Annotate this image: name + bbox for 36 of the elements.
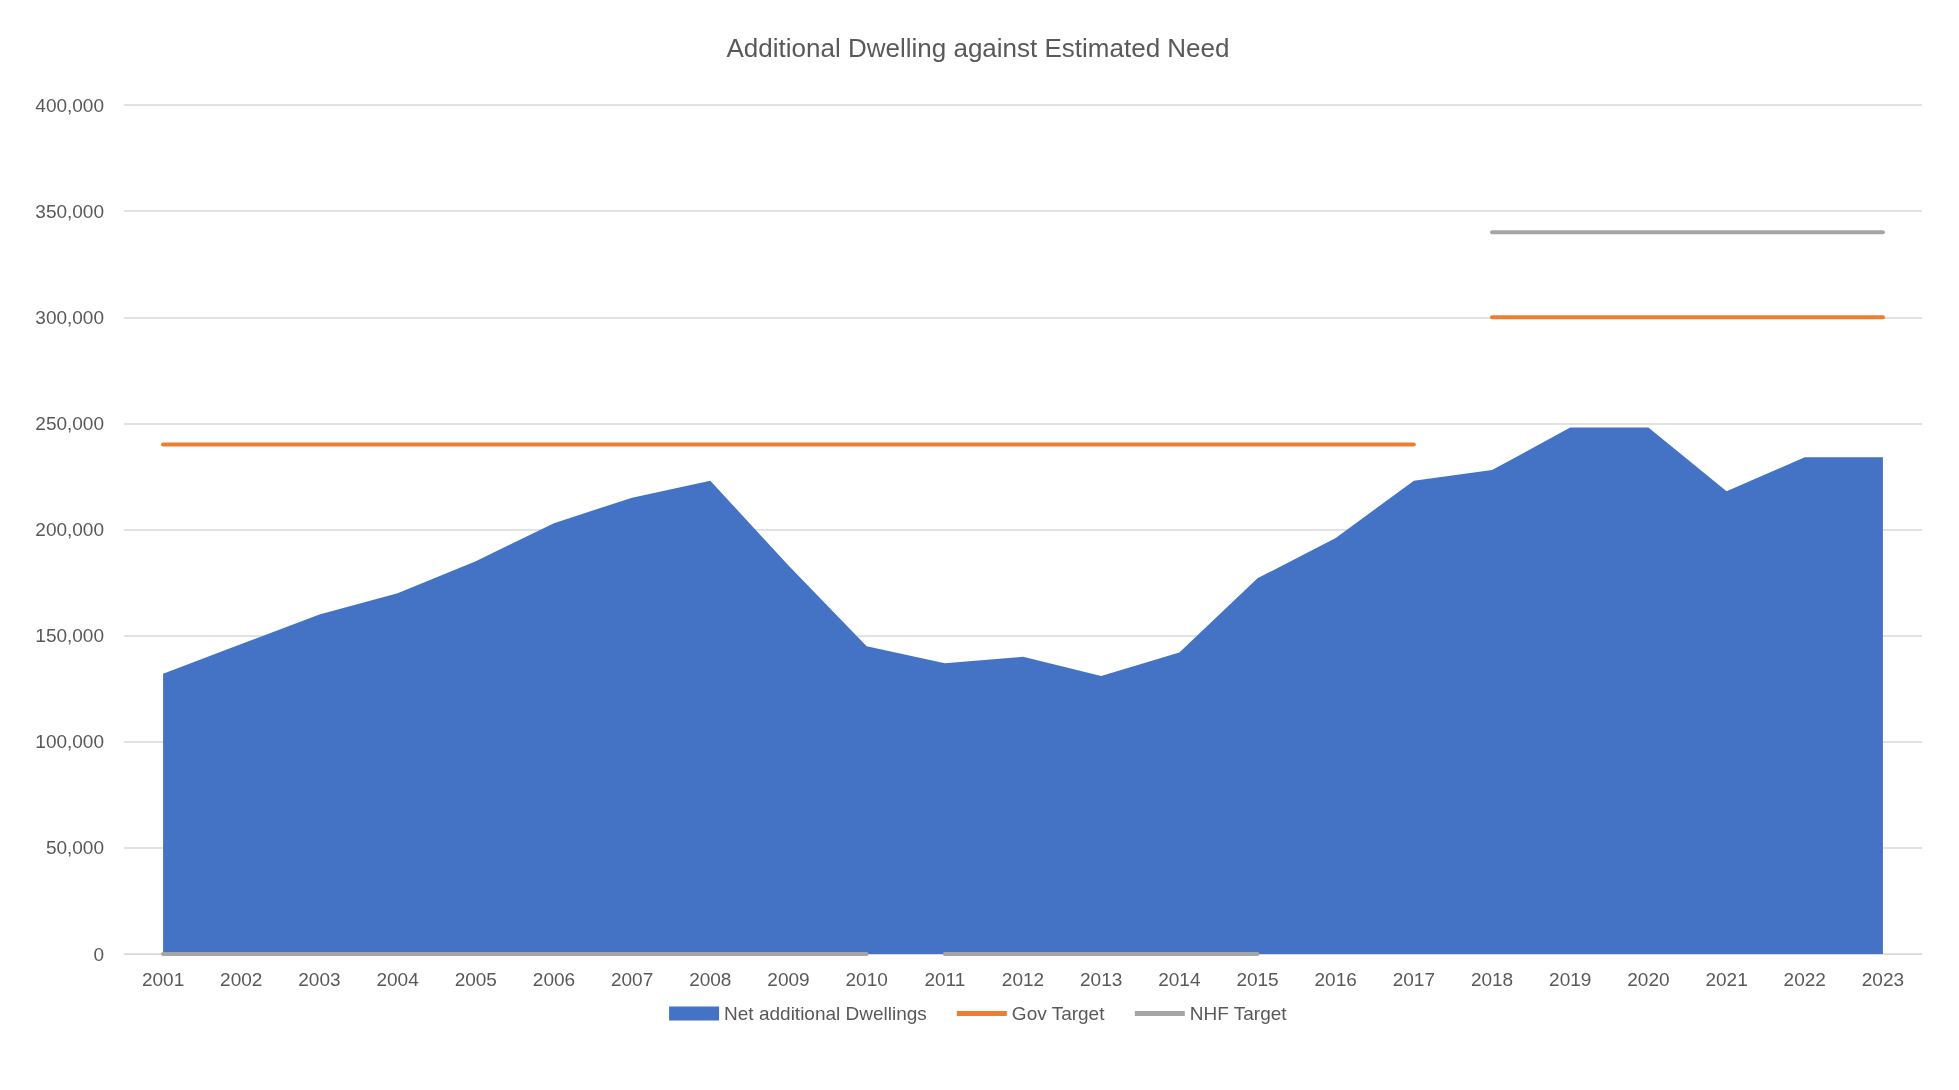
- x-tick-label: 2016: [1314, 969, 1357, 990]
- x-tick-label: 2021: [1705, 969, 1748, 990]
- x-tick-label: 2019: [1549, 969, 1592, 990]
- legend-label: NHF Target: [1189, 1003, 1288, 1024]
- x-tick-label: 2003: [298, 969, 341, 990]
- y-tick-label: 250,000: [35, 412, 104, 434]
- x-tick-label: 2008: [689, 969, 732, 990]
- x-tick-label: 2001: [141, 969, 185, 990]
- x-tick-label: 2010: [845, 969, 888, 990]
- y-tick-label: 400,000: [35, 94, 104, 116]
- x-tick-label: 2015: [1236, 969, 1279, 990]
- chart-title: Additional Dwelling against Estimated Need: [726, 33, 1230, 63]
- x-tick-label: 2011: [924, 969, 966, 990]
- y-tick-label: 150,000: [35, 625, 104, 647]
- x-tick-label: 2018: [1470, 969, 1514, 990]
- x-tick-label: 2004: [376, 969, 420, 990]
- x-tick-label: 2017: [1392, 969, 1436, 990]
- y-tick-label: 50,000: [45, 837, 104, 859]
- legend-label: Net additional Dwellings: [724, 1003, 927, 1024]
- x-tick-label: 2013: [1080, 969, 1123, 990]
- x-tick-label: 2012: [1001, 969, 1045, 990]
- x-tick-label: 2002: [220, 969, 263, 990]
- x-tick-label: 2005: [454, 969, 497, 990]
- x-tick-label: 2023: [1861, 969, 1905, 990]
- x-tick-label: 2020: [1627, 969, 1670, 990]
- y-tick-label: 100,000: [35, 731, 104, 753]
- x-tick-label: 2009: [767, 969, 810, 990]
- y-tick-label: 0: [93, 943, 104, 965]
- x-tick-label: 2014: [1158, 969, 1201, 990]
- x-tick-label: 2007: [610, 969, 654, 990]
- legend-label: Gov Target: [1011, 1003, 1106, 1024]
- x-tick-label: 2006: [532, 969, 576, 990]
- x-tick-label: 2022: [1783, 969, 1826, 990]
- y-tick-label: 200,000: [35, 519, 104, 540]
- y-tick-label: 300,000: [35, 306, 104, 328]
- y-tick-label: 350,000: [35, 200, 104, 222]
